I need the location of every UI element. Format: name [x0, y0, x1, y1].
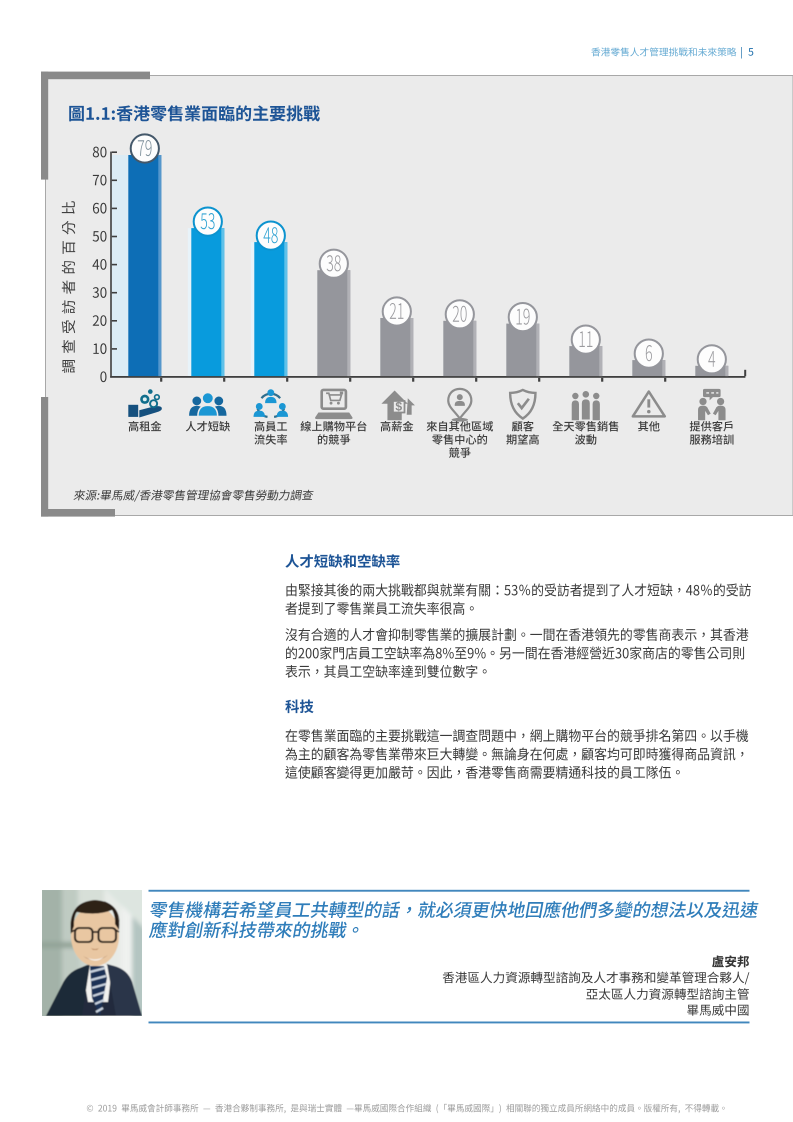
svg-text:$: $ [395, 400, 402, 414]
